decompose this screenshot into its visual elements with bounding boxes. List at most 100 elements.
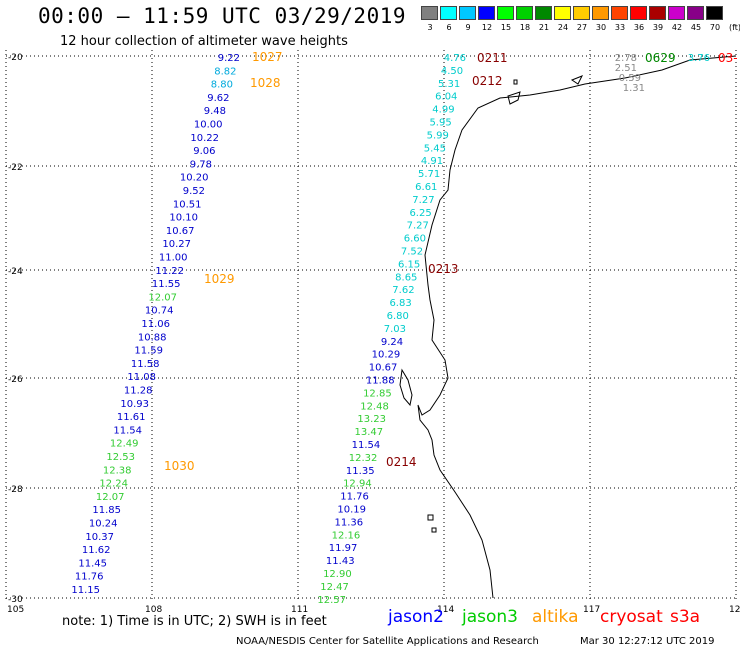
swh-value: 7.27 [412,195,434,206]
swh-value: 6.80 [387,311,409,322]
pass-time: 0213 [428,262,459,276]
swh-value: 11.15 [71,585,100,596]
swh-value: 10.20 [180,173,209,184]
swh-value: 5.99 [427,130,449,141]
swh-value: 10.27 [162,239,191,250]
legend-swatch [421,6,438,20]
lat-tick-label: -24 [8,267,23,277]
pass-time: 1028 [250,76,281,90]
swh-value: 11.76 [340,492,369,503]
legend-swatch [687,6,704,20]
generated-timestamp: Mar 30 12:27:12 UTC 2019 [580,636,715,647]
legend-swatch [516,6,533,20]
swh-value: 11.36 [335,517,364,528]
swh-value: 10.37 [85,532,114,543]
swh-value: 5.31 [438,79,460,90]
swh-value: 1.31 [623,83,645,94]
swh-value: 6.60 [404,234,426,245]
swh-value: 11.58 [131,359,160,370]
legend-label: 27 [576,23,588,32]
swh-value: 11.06 [141,319,170,330]
legend-swatch [478,6,495,20]
swh-value: 11.88 [366,376,395,387]
swh-value: 12.94 [343,479,372,490]
island [507,91,521,105]
swh-value: 6.83 [389,298,411,309]
pass-time: 1027 [252,50,283,64]
pass-time: 0214 [386,455,417,469]
swh-value: 11.61 [117,412,146,423]
legend-swatch [592,6,609,20]
swh-value: 5.71 [418,169,440,180]
swh-value: 13.47 [355,427,384,438]
lon-tick-label: 114 [437,605,454,615]
swh-value: 7.62 [392,285,414,296]
legend-label: 45 [690,23,702,32]
legend-swatch [554,6,571,20]
legend-label: 36 [633,23,645,32]
swh-value: 10.22 [190,133,219,144]
swh-value: 11.54 [113,425,142,436]
island [513,79,518,85]
footnote: note: 1) Time is in UTC; 2) SWH is in fe… [62,614,327,629]
swh-value: 4.50 [441,66,463,77]
lon-tick-label: 117 [583,605,600,615]
swh-value: 11.62 [82,545,111,556]
swh-value: 9.22 [218,53,240,64]
lon-tick-label: 111 [291,605,308,615]
swh-value: 9.24 [381,337,403,348]
swh-value: 12.07 [96,492,125,503]
swh-value: 10.51 [173,199,202,210]
legend-swatch [459,6,476,20]
island [427,514,434,521]
swh-value: 12.16 [332,530,361,541]
swh-value: 10.93 [120,399,149,410]
legend-swatch [649,6,666,20]
swh-value: 11.28 [124,386,153,397]
swh-value: 10.10 [169,213,198,224]
page-subtitle: 12 hour collection of altimeter wave hei… [60,34,348,49]
swh-value: 9.62 [207,93,229,104]
swh-value: 0.59 [619,73,641,84]
legend-label: 70 [709,23,721,32]
lat-tick-label: -28 [8,485,23,495]
swh-value: 12.57 [317,595,346,606]
legend-label: 12 [481,23,493,32]
satellite-altika: altika [532,607,579,627]
swh-value: 9.78 [190,159,212,170]
legend-label: 33 [614,23,626,32]
pass-time: 0629 [645,51,676,65]
swh-value: 10.19 [337,505,366,516]
swh-value: 8.65 [395,272,417,283]
swh-value: 11.35 [346,466,375,477]
legend-swatch [497,6,514,20]
swh-value: 4.76 [444,53,466,64]
swh-value: 12.90 [323,569,352,580]
legend-label: 24 [557,23,569,32]
page-title: 00:00 – 11:59 UTC 03/29/2019 [38,4,407,28]
mainland-coast [417,55,737,599]
coastline [399,55,737,599]
satellite-jason2: jason2 [388,607,444,627]
lon-tick-label: 108 [145,605,162,615]
swh-value: 7.52 [401,247,423,258]
pass-time: 03- [718,51,738,65]
swh-value: 10.29 [372,350,401,361]
swh-value: 9.48 [204,106,226,117]
axis-labels: 105 108 111 114 117 120 -20 -22 -24 -26 -28 -30 [7,53,740,615]
swh-value: 10.67 [369,363,398,374]
swh-value: 11.43 [326,556,355,567]
legend-label: 9 [465,23,471,32]
swh-value: 4.91 [421,156,443,167]
legend-swatch [706,6,723,20]
swh-value: 12.47 [320,582,349,593]
legend-swatch [535,6,552,20]
graticule [5,50,737,600]
lon-tick-label: 105 [7,605,24,615]
swh-value: 11.08 [127,372,156,383]
swh-value: 6.04 [435,92,457,103]
swh-value: 12.07 [148,292,177,303]
swh-value: 3.76 [688,53,710,64]
pass-time: 1030 [164,459,195,473]
lat-tick-label: -30 [8,595,23,605]
